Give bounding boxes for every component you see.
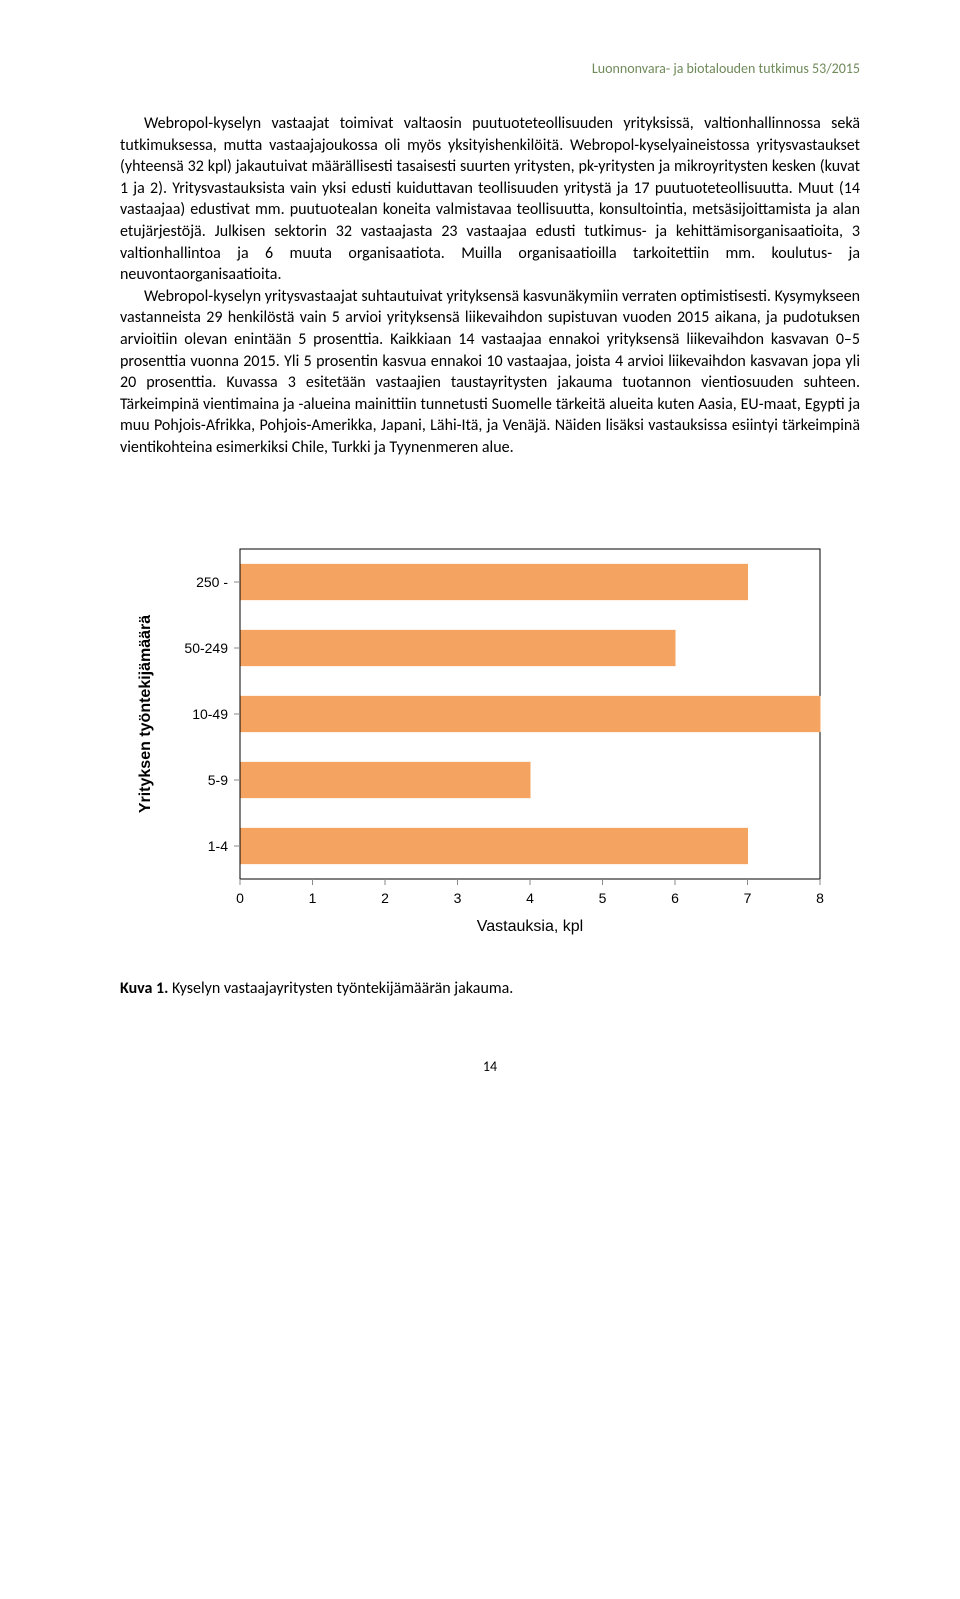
svg-text:6: 6 <box>671 890 679 906</box>
figure-caption: Kuva 1. Kyselyn vastaajayritysten työnte… <box>120 979 860 998</box>
chart-svg: 0 1 2 3 4 5 6 7 8 Vastauksia, kpl 250 - 50-249 10-49… <box>120 519 860 949</box>
caption-text: Kyselyn vastaajayritysten työntekijämäär… <box>168 979 513 998</box>
svg-text:0: 0 <box>236 890 244 906</box>
svg-text:4: 4 <box>526 890 534 906</box>
employee-count-chart: 0 1 2 3 4 5 6 7 8 Vastauksia, kpl 250 - 50-249 10-49… <box>120 519 860 949</box>
svg-text:Yrityksen työntekijämäärä: Yrityksen työntekijämäärä <box>137 614 154 812</box>
svg-text:2: 2 <box>381 890 389 906</box>
svg-text:1: 1 <box>309 890 317 906</box>
running-head: Luonnonvara- ja biotalouden tutkimus 53/… <box>120 60 860 77</box>
paragraph-1: Webropol-kyselyn vastaajat toimivat valt… <box>120 113 860 286</box>
page: Luonnonvara- ja biotalouden tutkimus 53/… <box>0 0 960 1115</box>
svg-text:5: 5 <box>599 890 607 906</box>
body-text: Webropol-kyselyn vastaajat toimivat valt… <box>120 113 860 459</box>
svg-text:10-49: 10-49 <box>192 706 228 722</box>
paragraph-2: Webropol-kyselyn yritysvastaajat suhtaut… <box>120 286 860 459</box>
svg-text:250 -: 250 - <box>196 574 228 590</box>
svg-text:3: 3 <box>454 890 462 906</box>
svg-text:1-4: 1-4 <box>208 838 228 854</box>
svg-text:50-249: 50-249 <box>184 640 228 656</box>
svg-text:8: 8 <box>816 890 824 906</box>
caption-label: Kuva 1. <box>120 979 168 998</box>
svg-text:5-9: 5-9 <box>208 772 228 788</box>
svg-text:Vastauksia, kpl: Vastauksia, kpl <box>477 918 583 935</box>
svg-text:7: 7 <box>744 890 752 906</box>
page-number: 14 <box>120 1058 860 1075</box>
